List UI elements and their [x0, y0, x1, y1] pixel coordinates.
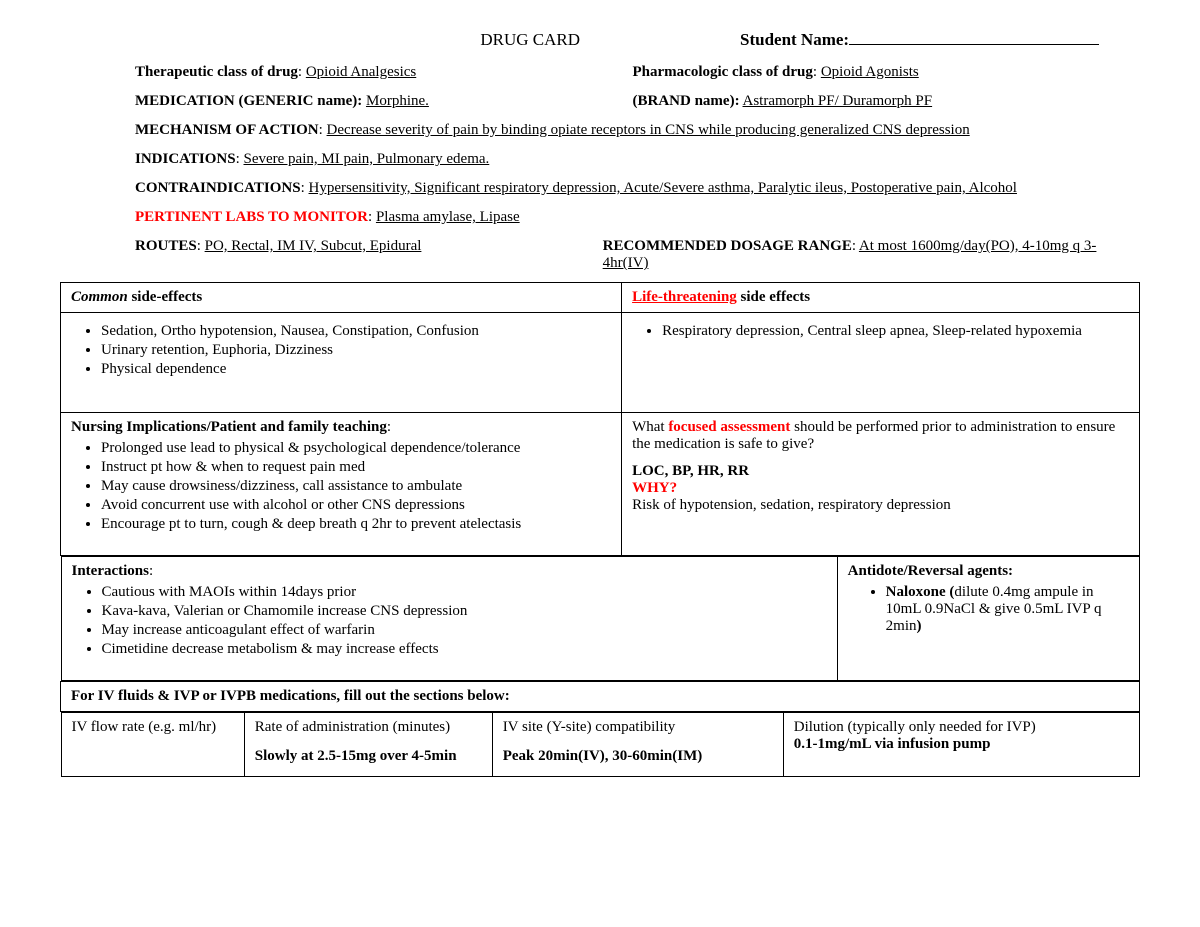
- header-common-prefix: Common: [71, 289, 128, 305]
- cell-life-effects: Respiratory depression, Central sleep ap…: [622, 313, 1140, 413]
- iv-site-value: Peak 20min(IV), 30-60min(IM): [503, 748, 773, 765]
- labs-value: Plasma amylase, Lipase: [376, 209, 520, 225]
- list-item: Kava-kava, Valerian or Chamomile increas…: [102, 603, 827, 620]
- list-item: May increase anticoagulant effect of war…: [102, 622, 827, 639]
- antidote-c: ): [917, 618, 922, 634]
- list-common-effects: Sedation, Ortho hypotension, Nausea, Con…: [101, 323, 611, 378]
- indications-label: INDICATIONS: [135, 151, 236, 167]
- cell-common-effects: Sedation, Ortho hypotension, Nausea, Con…: [61, 313, 622, 413]
- student-name-blank[interactable]: [849, 44, 1099, 45]
- student-name-label: Student Name:: [740, 30, 849, 49]
- page-title: DRUG CARD: [60, 30, 740, 50]
- cell-iv-heading: For IV fluids & IVP or IVPB medications,…: [61, 682, 1140, 712]
- row-mechanism: MECHANISM OF ACTION: Decrease severity o…: [135, 122, 1130, 139]
- iv-flow-label: IV flow rate (e.g. ml/hr): [72, 719, 217, 735]
- title-row: DRUG CARD Student Name:: [60, 30, 1140, 50]
- list-item: Cimetidine decrease metabolism & may inc…: [102, 641, 827, 658]
- therapeutic-label: Therapeutic class of drug: [135, 64, 298, 80]
- cell-iv-flow: IV flow rate (e.g. ml/hr): [61, 713, 244, 777]
- list-item: Sedation, Ortho hypotension, Nausea, Con…: [101, 323, 611, 340]
- medication-value: Morphine.: [366, 93, 429, 109]
- pharmacologic-label: Pharmacologic class of drug: [633, 64, 813, 80]
- cell-assessment: What focused assessment should be perfor…: [622, 413, 1140, 556]
- drug-card-table: Common side-effects Life-threatening sid…: [60, 282, 1140, 777]
- iv-rate-label: Rate of administration (minutes): [255, 719, 482, 736]
- cell-iv-rate: Rate of administration (minutes) Slowly …: [244, 713, 492, 777]
- header-life-suffix: side effects: [737, 289, 810, 305]
- iv-heading: For IV fluids & IVP or IVPB medications,…: [71, 688, 510, 704]
- cell-antidote: Antidote/Reversal agents: Naloxone (dilu…: [837, 557, 1139, 681]
- cell-nursing: Nursing Implications/Patient and family …: [61, 413, 622, 556]
- interactions-heading: Interactions: [72, 563, 150, 579]
- antidote-heading: Antidote/Reversal agents:: [848, 563, 1013, 579]
- iv-dilution-value: 0.1-1mg/mL via infusion pump: [794, 736, 1129, 753]
- nursing-heading: Nursing Implications/Patient and family …: [71, 419, 387, 435]
- mechanism-label: MECHANISM OF ACTION: [135, 122, 319, 138]
- list-interactions: Cautious with MAOIs within 14days prior …: [102, 584, 827, 658]
- row-routes-dosage: ROUTES: PO, Rectal, IM IV, Subcut, Epidu…: [135, 238, 1130, 272]
- header-common-suffix: side-effects: [128, 289, 203, 305]
- assessment-text-b: focused assessment: [668, 419, 790, 435]
- labs-label: PERTINENT LABS TO MONITOR: [135, 209, 368, 225]
- list-life-effects: Respiratory depression, Central sleep ap…: [662, 323, 1129, 340]
- list-item: Physical dependence: [101, 361, 611, 378]
- dosage-label: RECOMMENDED DOSAGE RANGE: [603, 238, 852, 254]
- pharmacologic-value: Opioid Agonists: [821, 64, 919, 80]
- row-labs: PERTINENT LABS TO MONITOR: Plasma amylas…: [135, 209, 1130, 226]
- assessment-risk: Risk of hypotension, sedation, respirato…: [632, 497, 1129, 514]
- iv-site-label: IV site (Y-site) compatibility: [503, 719, 773, 736]
- list-item: Respiratory depression, Central sleep ap…: [662, 323, 1129, 340]
- brand-value: Astramorph PF/ Duramorph PF: [743, 93, 933, 109]
- list-item: Prolonged use lead to physical & psychol…: [101, 440, 611, 457]
- contra-label: CONTRAINDICATIONS: [135, 180, 301, 196]
- assessment-loc: LOC, BP, HR, RR: [632, 463, 1129, 480]
- contra-value: Hypersensitivity, Significant respirator…: [309, 180, 1017, 196]
- header-life: Life-threatening side effects: [622, 283, 1140, 313]
- cell-interactions: Interactions: Cautious with MAOIs within…: [61, 557, 837, 681]
- header-common: Common side-effects: [61, 283, 622, 313]
- student-name-field: Student Name:: [740, 30, 1140, 50]
- routes-label: ROUTES: [135, 238, 197, 254]
- list-item: May cause drowsiness/dizziness, call ass…: [101, 478, 611, 495]
- assessment-why: WHY?: [632, 480, 1129, 497]
- cell-iv-site: IV site (Y-site) compatibility Peak 20mi…: [492, 713, 783, 777]
- list-item: Naloxone (dilute 0.4mg ampule in 10mL 0.…: [886, 584, 1129, 635]
- list-item: Encourage pt to turn, cough & deep breat…: [101, 516, 611, 533]
- iv-rate-value: Slowly at 2.5-15mg over 4-5min: [255, 748, 482, 765]
- row-therapeutic-pharmacologic: Therapeutic class of drug: Opioid Analge…: [135, 64, 1130, 81]
- cell-iv-dilution: Dilution (typically only needed for IVP)…: [783, 713, 1139, 777]
- field-block: Therapeutic class of drug: Opioid Analge…: [60, 64, 1140, 272]
- antidote-a: Naloxone (: [886, 584, 955, 600]
- mechanism-value: Decrease severity of pain by binding opi…: [327, 122, 970, 138]
- list-item: Instruct pt how & when to request pain m…: [101, 459, 611, 476]
- assessment-text-a: What: [632, 419, 668, 435]
- row-contraindications: CONTRAINDICATIONS: Hypersensitivity, Sig…: [135, 180, 1130, 197]
- therapeutic-value: Opioid Analgesics: [306, 64, 416, 80]
- brand-label: (BRAND name):: [633, 93, 740, 109]
- list-antidote: Naloxone (dilute 0.4mg ampule in 10mL 0.…: [886, 584, 1129, 635]
- list-item: Avoid concurrent use with alcohol or oth…: [101, 497, 611, 514]
- list-item: Urinary retention, Euphoria, Dizziness: [101, 342, 611, 359]
- medication-label: MEDICATION (GENERIC name):: [135, 93, 362, 109]
- routes-value: PO, Rectal, IM IV, Subcut, Epidural: [205, 238, 422, 254]
- list-nursing: Prolonged use lead to physical & psychol…: [101, 440, 611, 533]
- iv-dilution-label: Dilution (typically only needed for IVP): [794, 719, 1129, 736]
- row-indications: INDICATIONS: Severe pain, MI pain, Pulmo…: [135, 151, 1130, 168]
- header-life-prefix: Life-threatening: [632, 289, 737, 305]
- row-medication-brand: MEDICATION (GENERIC name): Morphine. (BR…: [135, 93, 1130, 110]
- list-item: Cautious with MAOIs within 14days prior: [102, 584, 827, 601]
- indications-value: Severe pain, MI pain, Pulmonary edema.: [244, 151, 490, 167]
